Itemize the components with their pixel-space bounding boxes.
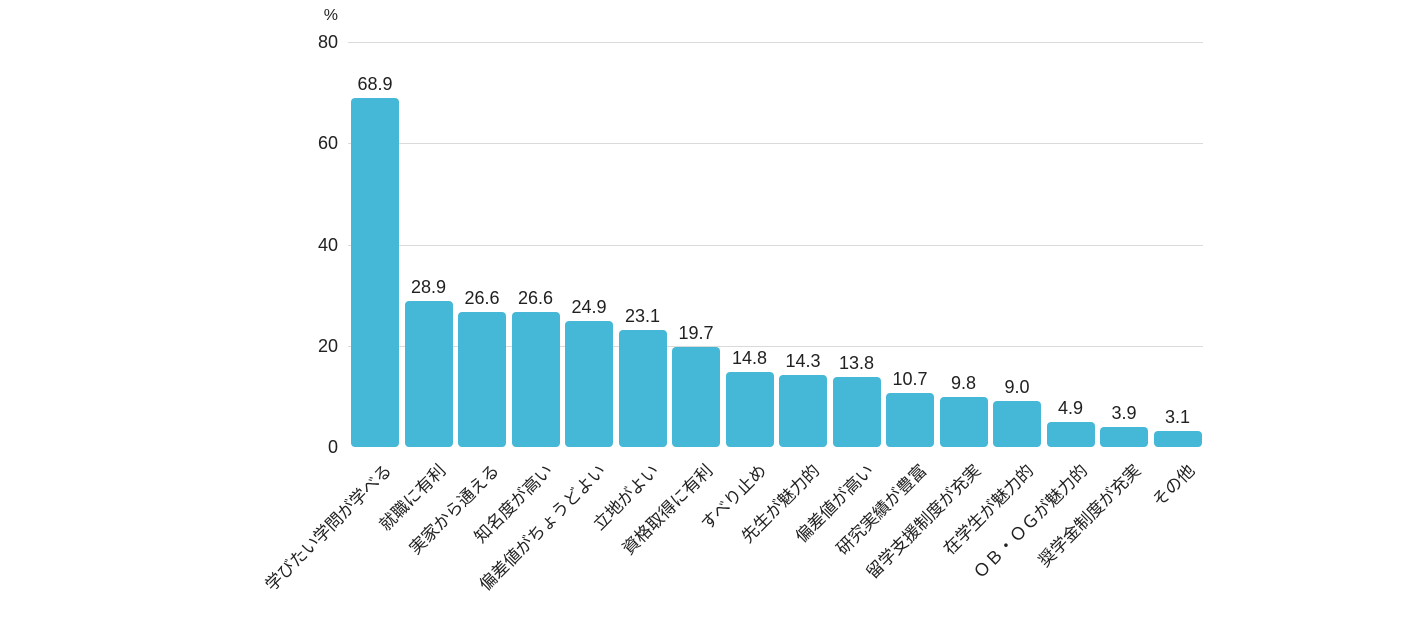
bar	[993, 401, 1041, 447]
category-label: その他	[1148, 461, 1198, 511]
y-tick-label: 60	[317, 133, 338, 154]
bar-value-label: 4.9	[1057, 398, 1084, 419]
bar	[672, 347, 720, 447]
bar-value-label: 9.8	[950, 373, 977, 394]
bar-value-label: 10.7	[892, 368, 928, 389]
bar	[886, 392, 934, 447]
bar-value-label: 3.1	[1164, 407, 1191, 428]
y-tick-label: 80	[317, 32, 338, 52]
bar	[1100, 427, 1148, 447]
gridline-60	[348, 143, 1203, 145]
bar	[725, 372, 774, 447]
category-label: 学びたい学問が学べる	[261, 461, 396, 595]
y-axis-unit-label: %	[323, 7, 338, 24]
y-tick-label: 20	[317, 335, 338, 356]
bar	[832, 377, 881, 447]
bar	[458, 312, 506, 447]
y-tick-label: 40	[317, 234, 338, 255]
gridline-20	[348, 345, 1203, 347]
bar	[1153, 431, 1202, 447]
bar-value-label: 13.8	[838, 353, 875, 374]
gridline-40	[348, 244, 1203, 246]
bar	[351, 98, 399, 447]
bar-value-label: 14.8	[731, 348, 768, 369]
bar-value-label: 28.9	[410, 276, 447, 297]
bar-value-label: 26.6	[517, 288, 554, 309]
bar	[779, 374, 827, 447]
gridline-80	[348, 42, 1203, 43]
bar-value-label: 68.9	[357, 74, 393, 95]
bar-value-label: 23.1	[624, 306, 661, 327]
bar	[939, 397, 988, 447]
bar-value-label: 19.7	[678, 323, 714, 344]
bar	[565, 320, 613, 447]
category-label: 奨学金制度が充実	[1034, 461, 1145, 571]
bar	[618, 330, 667, 447]
bar-value-label: 24.9	[571, 296, 607, 317]
bar-value-label: 9.0	[1004, 377, 1030, 398]
bar-value-label: 3.9	[1111, 403, 1137, 424]
bar	[1046, 422, 1095, 447]
y-tick-label: 0	[327, 437, 338, 457]
bar	[511, 312, 560, 447]
bar-value-label: 14.3	[785, 350, 821, 371]
bar-value-label: 26.6	[464, 288, 500, 309]
bar	[404, 300, 453, 447]
